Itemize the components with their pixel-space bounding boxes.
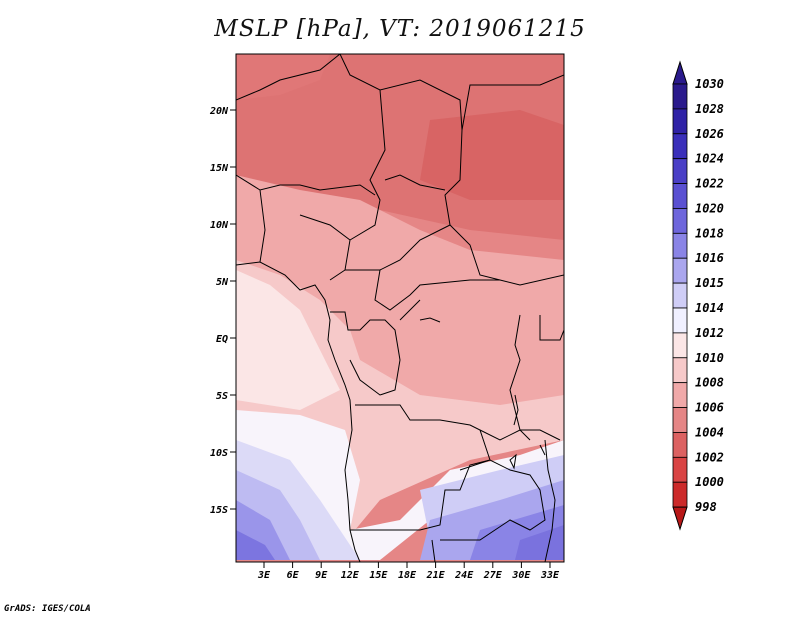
colorbar-swatch bbox=[672, 108, 688, 135]
colorbar-top-arrow bbox=[672, 60, 688, 85]
colorbar-level-label: 1016 bbox=[695, 251, 724, 265]
colorbar-level-label: 1002 bbox=[695, 450, 724, 464]
colorbar-level-label: 1006 bbox=[695, 401, 724, 415]
country-borders bbox=[236, 54, 564, 562]
lat-tick-label: 10S bbox=[210, 448, 228, 459]
colorbar-level-label: 1010 bbox=[695, 351, 724, 365]
colorbar-level-label: 1004 bbox=[695, 425, 724, 439]
colorbar-swatch bbox=[672, 232, 688, 259]
latitude-axis: 20N 15N 10N 5N EQ 5S 10S 15S bbox=[209, 106, 236, 516]
colorbar-level-label: 1000 bbox=[695, 475, 724, 489]
colorbar-level-label: 1015 bbox=[695, 276, 724, 290]
lon-tick-label: 18E bbox=[398, 570, 417, 581]
lat-tick-label: EQ bbox=[216, 334, 228, 345]
colorbar-level-label: 1030 bbox=[695, 77, 724, 91]
colorbar-level-label: 998 bbox=[695, 500, 717, 514]
colorbar-swatch bbox=[672, 83, 688, 110]
map-frame bbox=[235, 53, 565, 563]
colorbar-level-label: 1026 bbox=[695, 127, 724, 141]
lakes bbox=[419, 317, 546, 470]
colorbar-swatch bbox=[672, 307, 688, 334]
lon-tick-label: 6E bbox=[287, 570, 300, 581]
colorbar-level-label: 1028 bbox=[695, 102, 724, 116]
lon-tick-label: 33E bbox=[540, 570, 560, 581]
longitude-axis: 3E 6E 9E 12E 15E 18E 21E 24E 27E 30E 33E bbox=[257, 562, 560, 581]
lon-tick-label: 21E bbox=[426, 570, 446, 581]
lat-tick-label: 15N bbox=[210, 163, 229, 174]
lat-tick-label: 10N bbox=[210, 220, 229, 231]
colorbar-swatch bbox=[672, 158, 688, 184]
lon-tick-label: 12E bbox=[341, 570, 360, 581]
colorbar-level-label: 1008 bbox=[695, 376, 724, 390]
map-title: MSLP [hPa], VT: 2019061215 bbox=[214, 16, 586, 42]
lat-tick-label: 5S bbox=[216, 391, 228, 402]
lon-tick-label: 9E bbox=[315, 570, 328, 581]
colorbar-swatch bbox=[672, 282, 688, 309]
colorbar-swatch bbox=[672, 257, 688, 284]
colorbar-swatch bbox=[672, 432, 688, 458]
colorbar-level-label: 1020 bbox=[695, 201, 724, 215]
colorbar-level-label: 1012 bbox=[695, 326, 724, 340]
lon-tick-label: 27E bbox=[483, 570, 503, 581]
colorbar-bottom-arrow bbox=[672, 506, 688, 531]
colorbar: 1030 1028 1026 1024 1022 1020 1018 1016 1015 1014… bbox=[672, 60, 724, 531]
colorbar-swatch bbox=[672, 407, 688, 433]
colorbar-swatch bbox=[672, 183, 688, 209]
lat-tick-label: 20N bbox=[209, 106, 229, 117]
lat-tick-label: 15S bbox=[210, 505, 228, 516]
colorbar-swatch bbox=[672, 456, 688, 483]
colorbar-swatch bbox=[672, 133, 688, 160]
lon-tick-label: 30E bbox=[511, 570, 531, 581]
footer-credit: GrADS: IGES/COLA bbox=[4, 604, 91, 614]
colorbar-level-label: 1018 bbox=[695, 226, 724, 240]
lon-tick-label: 3E bbox=[257, 570, 271, 581]
colorbar-swatch bbox=[672, 481, 688, 508]
lon-tick-label: 24E bbox=[454, 570, 474, 581]
lat-tick-label: 5N bbox=[216, 277, 229, 288]
colorbar-swatch bbox=[672, 382, 688, 408]
colorbar-swatch bbox=[672, 208, 688, 234]
map-panel bbox=[236, 54, 564, 562]
colorbar-level-label: 1022 bbox=[695, 177, 724, 191]
colorbar-level-label: 1024 bbox=[695, 152, 724, 166]
colorbar-swatch bbox=[672, 357, 688, 384]
lon-tick-label: 15E bbox=[369, 570, 388, 581]
colorbar-level-label: 1014 bbox=[695, 301, 724, 315]
colorbar-swatch bbox=[672, 332, 688, 359]
